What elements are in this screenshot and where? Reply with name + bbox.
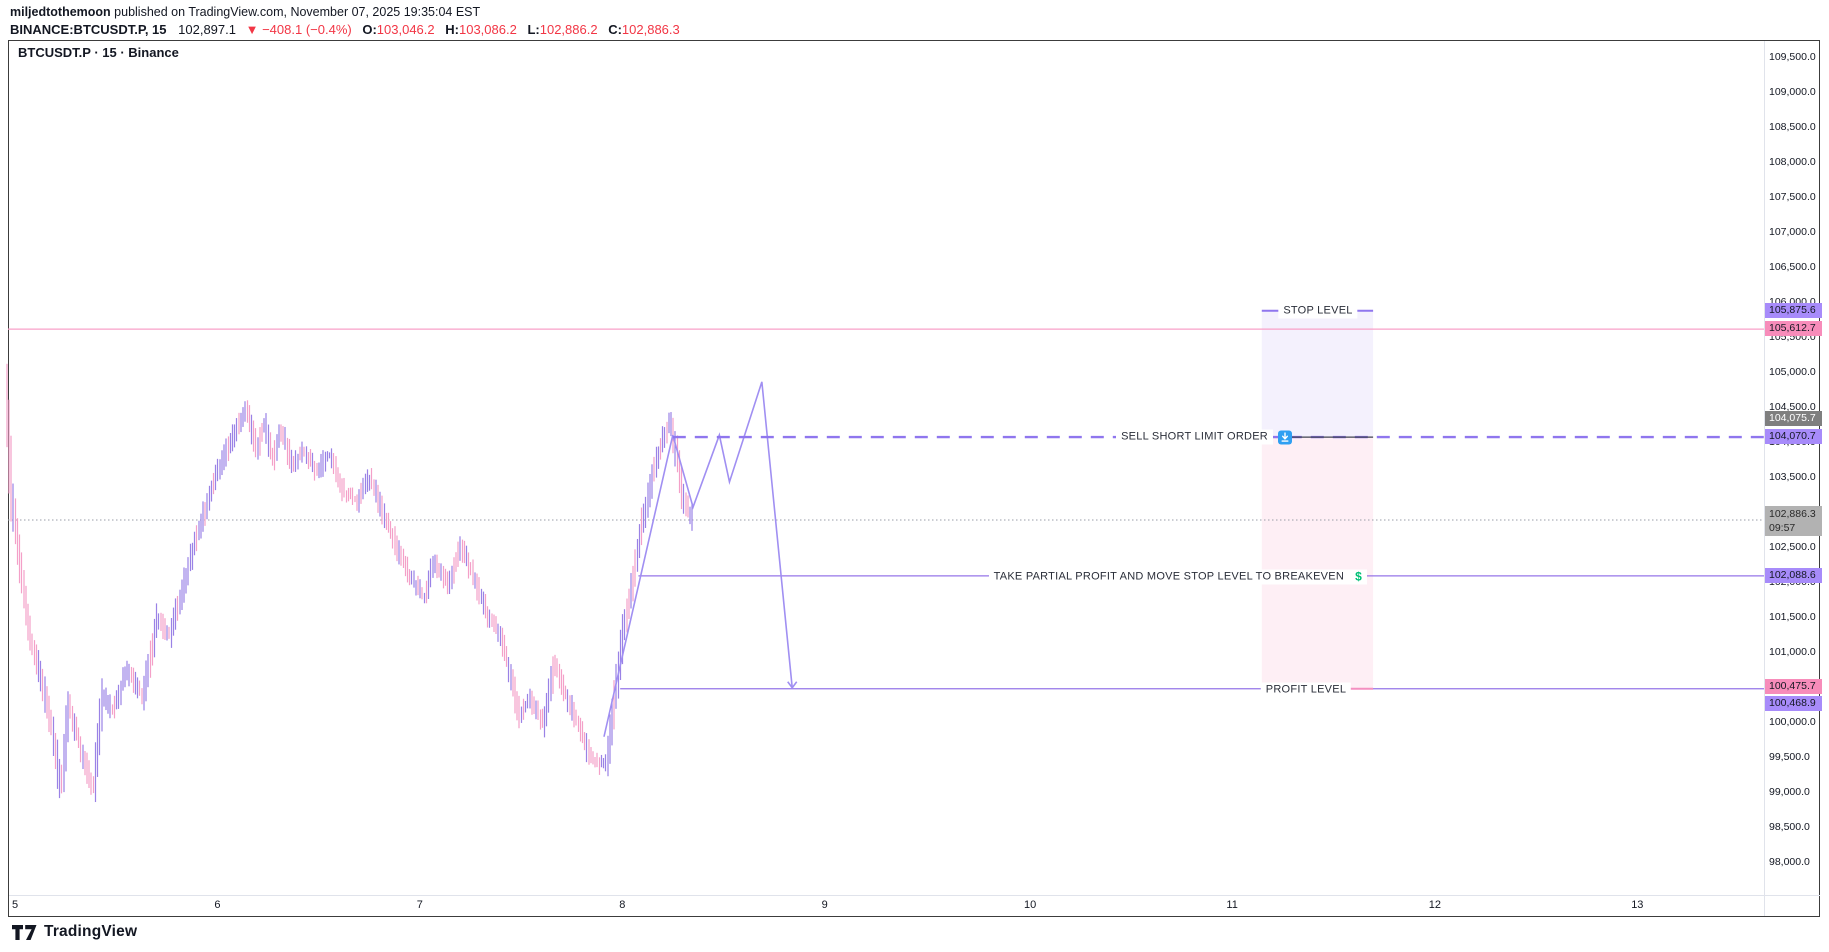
projection-arrowhead <box>787 681 798 690</box>
chart-legend-title: BTCUSDT.P · 15 · Binance <box>18 45 179 60</box>
close-value: 102,886.3 <box>621 22 680 37</box>
profit-level-label[interactable]: PROFIT LEVEL <box>1260 682 1352 698</box>
byline-username: miljedtothemoon <box>10 5 111 19</box>
sell-short-order-annotation[interactable]: SELL SHORT LIMIT ORDER <box>1116 429 1292 445</box>
price-axis-separator <box>1764 41 1765 916</box>
open-value: 103,046.2 <box>376 22 435 37</box>
tradingview-logo-text: TradingView <box>44 923 138 940</box>
dollar-icon: $ <box>1355 569 1362 584</box>
stop-level-label[interactable]: STOP LEVEL <box>1278 303 1358 319</box>
partial-profit-annotation[interactable]: TAKE PARTIAL PROFIT AND MOVE STOP LEVEL … <box>988 569 1367 585</box>
profit-zone[interactable] <box>1261 437 1374 689</box>
high-label: H: <box>445 22 459 37</box>
last-price: 102,897.1 <box>178 22 236 37</box>
high-value: 103,086.2 <box>458 22 517 37</box>
partial-profit-label: TAKE PARTIAL PROFIT AND MOVE STOP LEVEL … <box>993 570 1345 583</box>
sell-short-order-label: SELL SHORT LIMIT ORDER <box>1116 429 1273 445</box>
short-order-icon[interactable] <box>1278 430 1292 444</box>
byline-rest: published on TradingView.com, November 0… <box>110 5 481 19</box>
time-axis-separator <box>9 895 1820 896</box>
symbol-name: BINANCE:BTCUSDT.P, 15 <box>10 22 167 37</box>
low-label: L: <box>527 22 540 37</box>
projection-path[interactable] <box>603 381 794 737</box>
stop-zone[interactable] <box>1261 310 1374 438</box>
byline: miljedtothemoon published on TradingView… <box>10 5 480 19</box>
price-change: ▼ −408.1 (−0.4%) <box>245 22 352 37</box>
close-label: C: <box>608 22 622 37</box>
symbol-info-row: BINANCE:BTCUSDT.P, 15 102,897.1 ▼ −408.1… <box>10 22 680 37</box>
low-value: 102,886.2 <box>539 22 598 37</box>
tradingview-logo[interactable]: TradingView <box>12 923 137 941</box>
open-label: O: <box>362 22 377 37</box>
tradingview-logo-mark <box>12 924 37 940</box>
